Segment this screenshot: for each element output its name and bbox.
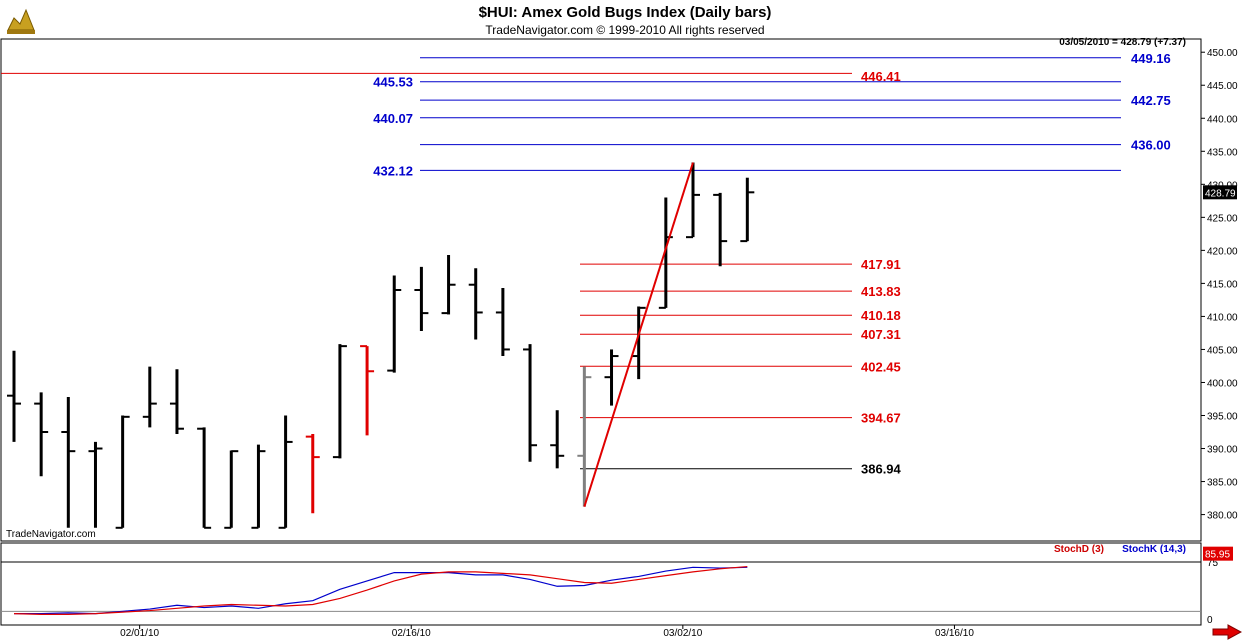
price-tick-label: 440.00 bbox=[1207, 114, 1238, 125]
level-label-9: 413.83 bbox=[861, 284, 901, 299]
stoch-tick-label: 0 bbox=[1207, 615, 1213, 626]
price-bar bbox=[332, 344, 347, 459]
level-label-12: 402.45 bbox=[861, 359, 901, 374]
trend-layer bbox=[583, 162, 694, 507]
stochk-line bbox=[14, 566, 748, 615]
price-tick-label: 445.00 bbox=[1207, 81, 1238, 92]
last-price-readout: 03/05/2010 = 428.79 (+7.37) bbox=[1059, 37, 1186, 48]
price-bar bbox=[169, 369, 184, 434]
level-label-11: 407.31 bbox=[861, 327, 901, 342]
stoch-tick-label: 75 bbox=[1207, 558, 1219, 569]
price-bar bbox=[360, 345, 375, 436]
stochastic-layer: 75 0 85.95 bbox=[1, 546, 1233, 626]
chart-title: $HUI: Amex Gold Bugs Index (Daily bars) bbox=[478, 4, 772, 21]
copyright-notice: TradeNavigator.com © 1999-2010 All right… bbox=[485, 23, 765, 37]
price-bar bbox=[495, 288, 510, 357]
last-price-marker bbox=[1203, 185, 1237, 200]
level-label-4: 440.07 bbox=[373, 111, 413, 126]
date-axis: 02/01/10 02/16/10 03/02/10 03/16/10 bbox=[120, 625, 974, 639]
price-tick-label: 435.00 bbox=[1207, 147, 1238, 158]
price-bar bbox=[224, 450, 239, 529]
level-label-6: 432.12 bbox=[373, 163, 413, 178]
date-tick-label: 02/16/10 bbox=[392, 628, 431, 639]
bars-layer bbox=[7, 162, 755, 529]
price-panel-border bbox=[0, 38, 1202, 542]
level-label-13: 394.67 bbox=[861, 411, 901, 426]
stochd-legend: StochD (3) bbox=[1054, 544, 1104, 555]
level-label-3: 442.75 bbox=[1131, 93, 1171, 108]
price-tick-label: 410.00 bbox=[1207, 312, 1238, 323]
price-tick-label: 395.00 bbox=[1207, 412, 1238, 423]
price-axis: 450.00445.00440.00435.00430.00425.00420.… bbox=[1201, 48, 1238, 522]
level-label-14: 386.94 bbox=[861, 462, 902, 477]
watermark: TradeNavigator.com bbox=[6, 529, 96, 540]
price-bar bbox=[142, 366, 157, 428]
level-label-7: 446.41 bbox=[861, 69, 901, 84]
price-bar bbox=[278, 415, 293, 529]
price-tick-label: 420.00 bbox=[1207, 246, 1238, 257]
price-tick-label: 380.00 bbox=[1207, 511, 1238, 522]
price-bar bbox=[604, 349, 619, 406]
price-bar bbox=[550, 410, 565, 469]
trend-line bbox=[583, 162, 694, 507]
price-bar bbox=[414, 266, 429, 331]
next-arrow-icon[interactable] bbox=[1212, 624, 1242, 640]
price-bar bbox=[88, 441, 103, 528]
price-bar bbox=[251, 444, 266, 529]
last-price-label: 428.79 bbox=[1205, 188, 1236, 199]
level-label-2: 445.53 bbox=[373, 75, 413, 90]
price-bar bbox=[523, 344, 538, 462]
price-bar bbox=[34, 392, 49, 477]
price-bar bbox=[468, 268, 483, 340]
price-bar bbox=[115, 415, 130, 529]
price-tick-label: 450.00 bbox=[1207, 48, 1238, 59]
stochd-line bbox=[13, 565, 748, 615]
level-label-5: 436.00 bbox=[1131, 138, 1171, 153]
price-bar bbox=[686, 162, 700, 239]
stochk-legend: StochK (14,3) bbox=[1122, 544, 1186, 555]
stoch-last-marker bbox=[1203, 546, 1233, 561]
price-bar bbox=[441, 254, 456, 315]
level-label-8: 417.91 bbox=[861, 257, 901, 272]
price-bar bbox=[61, 397, 76, 528]
price-bar bbox=[577, 366, 592, 507]
price-bar bbox=[740, 177, 755, 243]
levels-layer: 449.16 445.53 442.75 440.07 436.00 432.12 446.… bbox=[1, 51, 1171, 477]
price-bar bbox=[7, 350, 21, 442]
stoch-last-label: 85.95 bbox=[1205, 550, 1230, 561]
price-tick-label: 405.00 bbox=[1207, 345, 1238, 356]
price-bar bbox=[197, 427, 212, 529]
price-tick-label: 415.00 bbox=[1207, 279, 1238, 290]
level-label-1: 449.16 bbox=[1131, 51, 1171, 66]
price-tick-label: 425.00 bbox=[1207, 213, 1238, 224]
level-label-10: 410.18 bbox=[861, 308, 901, 323]
date-tick-label: 03/16/10 bbox=[935, 628, 974, 639]
bull-logo-icon[interactable] bbox=[4, 4, 38, 36]
price-tick-label: 385.00 bbox=[1207, 478, 1238, 489]
price-tick-label: 400.00 bbox=[1207, 378, 1238, 389]
price-bar bbox=[387, 275, 402, 373]
price-tick-label: 390.00 bbox=[1207, 445, 1238, 456]
date-tick-label: 02/01/10 bbox=[120, 628, 159, 639]
date-tick-label: 03/02/10 bbox=[663, 628, 702, 639]
price-bar bbox=[305, 433, 320, 514]
stochastic-panel-border bbox=[0, 542, 1202, 626]
price-bar bbox=[713, 192, 728, 267]
